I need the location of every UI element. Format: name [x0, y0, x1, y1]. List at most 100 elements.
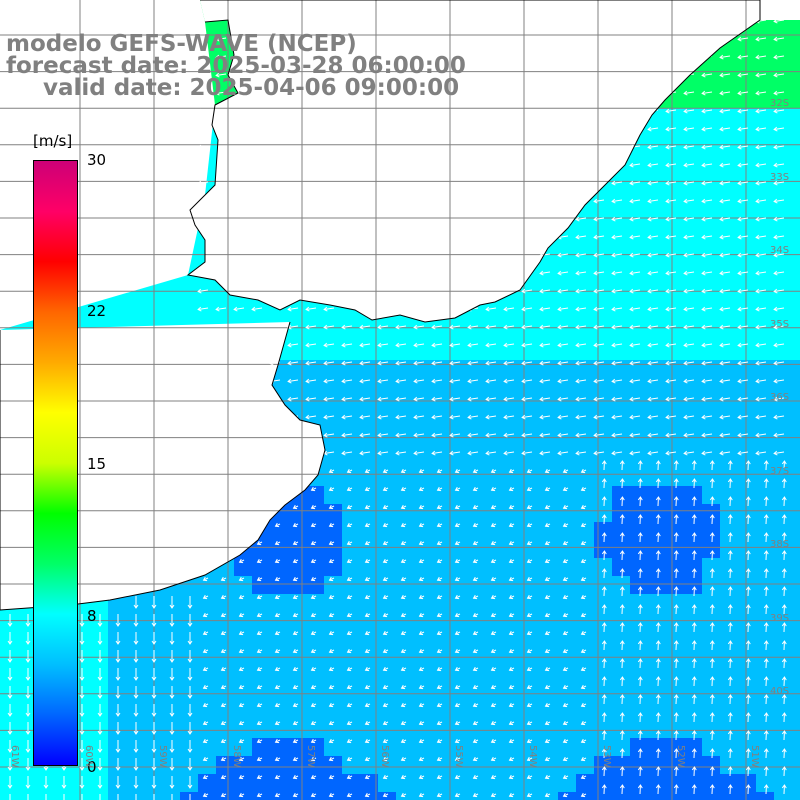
- wind-cell: [360, 774, 378, 792]
- wind-cell: [432, 504, 450, 522]
- wind-cell: [522, 342, 540, 360]
- wind-arrow: [720, 289, 731, 292]
- wind-arrow: [216, 73, 227, 76]
- wind-arrow: [450, 325, 461, 328]
- wind-cell: [234, 306, 252, 324]
- wind-cell: [756, 774, 774, 792]
- wind-cell: [648, 432, 666, 450]
- wind-arrow: [558, 361, 569, 364]
- wind-arrow: [684, 271, 695, 274]
- wind-cell: [558, 504, 576, 522]
- wind-cell: [666, 684, 684, 702]
- wind-cell: [720, 108, 738, 126]
- wind-cell: [144, 738, 162, 756]
- wind-cell: [792, 306, 800, 324]
- wind-arrow: [576, 253, 587, 256]
- wind-cell: [756, 18, 774, 36]
- wind-cell: [360, 468, 378, 486]
- wind-arrow: [216, 307, 227, 310]
- wind-cell: [54, 738, 72, 756]
- wind-cell: [414, 504, 432, 522]
- wind-cell: [144, 702, 162, 720]
- wind-cell: [162, 684, 180, 702]
- wind-cell: [522, 288, 540, 306]
- wind-cell: [756, 234, 774, 252]
- wind-arrow: [648, 343, 659, 346]
- wind-cell: [738, 450, 756, 468]
- wind-cell: [522, 594, 540, 612]
- wind-arrow: [594, 289, 605, 292]
- wind-arrow: [324, 325, 335, 328]
- wind-arrowhead: [503, 306, 508, 312]
- wind-arrowhead: [665, 108, 670, 114]
- wind-cell: [72, 792, 90, 800]
- wind-arrowhead: [737, 360, 742, 366]
- wind-cell: [738, 774, 756, 792]
- wind-cell: [180, 774, 198, 792]
- wind-cell: [306, 738, 324, 756]
- wind-cell: [450, 540, 468, 558]
- wind-arrowhead: [593, 198, 598, 204]
- wind-cell: [72, 306, 90, 324]
- wind-cell: [774, 252, 792, 270]
- wind-arrow: [504, 361, 515, 364]
- wind-cell: [504, 522, 522, 540]
- wind-cell: [468, 774, 486, 792]
- wind-cell: [576, 774, 594, 792]
- wind-arrow: [324, 379, 335, 382]
- wind-cell: [468, 450, 486, 468]
- wind-arrow: [774, 55, 785, 58]
- wind-cell: [720, 702, 738, 720]
- wind-cell: [378, 576, 396, 594]
- wind-arrowhead: [683, 324, 688, 330]
- lon-label: 57W: [305, 745, 316, 768]
- wind-cell: [18, 738, 36, 756]
- wind-arrow: [756, 37, 767, 40]
- wind-arrowhead: [197, 162, 202, 168]
- wind-cell: [594, 792, 612, 800]
- wind-arrow: [594, 325, 605, 328]
- wind-cell: [612, 306, 630, 324]
- wind-cell: [486, 738, 504, 756]
- wind-cell: [792, 378, 800, 396]
- wind-arrow: [594, 307, 605, 310]
- wind-arrow: [558, 235, 569, 238]
- wind-cell: [468, 702, 486, 720]
- wind-cell: [432, 630, 450, 648]
- wind-cell: [216, 306, 234, 324]
- wind-cell: [270, 774, 288, 792]
- wind-cell: [126, 630, 144, 648]
- wind-cell: [666, 630, 684, 648]
- wind-cell: [360, 666, 378, 684]
- wind-cell: [612, 684, 630, 702]
- wind-cell: [180, 630, 198, 648]
- wind-cell: [648, 774, 666, 792]
- wind-cell: [270, 684, 288, 702]
- wind-cell: [324, 522, 342, 540]
- wind-cell: [738, 162, 756, 180]
- wind-cell: [198, 738, 216, 756]
- wind-cell: [486, 702, 504, 720]
- wind-cell: [540, 288, 558, 306]
- wind-cell: [450, 576, 468, 594]
- wind-arrowhead: [323, 360, 328, 366]
- wind-arrow: [432, 325, 443, 328]
- wind-arrowhead: [665, 270, 670, 276]
- wind-arrow: [558, 253, 569, 256]
- wind-arrow: [738, 361, 749, 364]
- wind-cell: [702, 306, 720, 324]
- wind-arrow: [738, 325, 749, 328]
- wind-arrow: [666, 343, 677, 346]
- wind-arrowhead: [737, 72, 742, 78]
- wind-cell: [774, 720, 792, 738]
- wind-cell: [612, 522, 630, 540]
- wind-arrow: [522, 343, 533, 346]
- wind-arrowhead: [557, 288, 562, 294]
- wind-arrowhead: [683, 162, 688, 168]
- wind-arrowhead: [323, 306, 328, 312]
- wind-cell: [18, 756, 36, 774]
- wind-cell: [792, 756, 800, 774]
- wind-cell: [90, 756, 108, 774]
- wind-cell: [90, 666, 108, 684]
- wind-cell: [54, 702, 72, 720]
